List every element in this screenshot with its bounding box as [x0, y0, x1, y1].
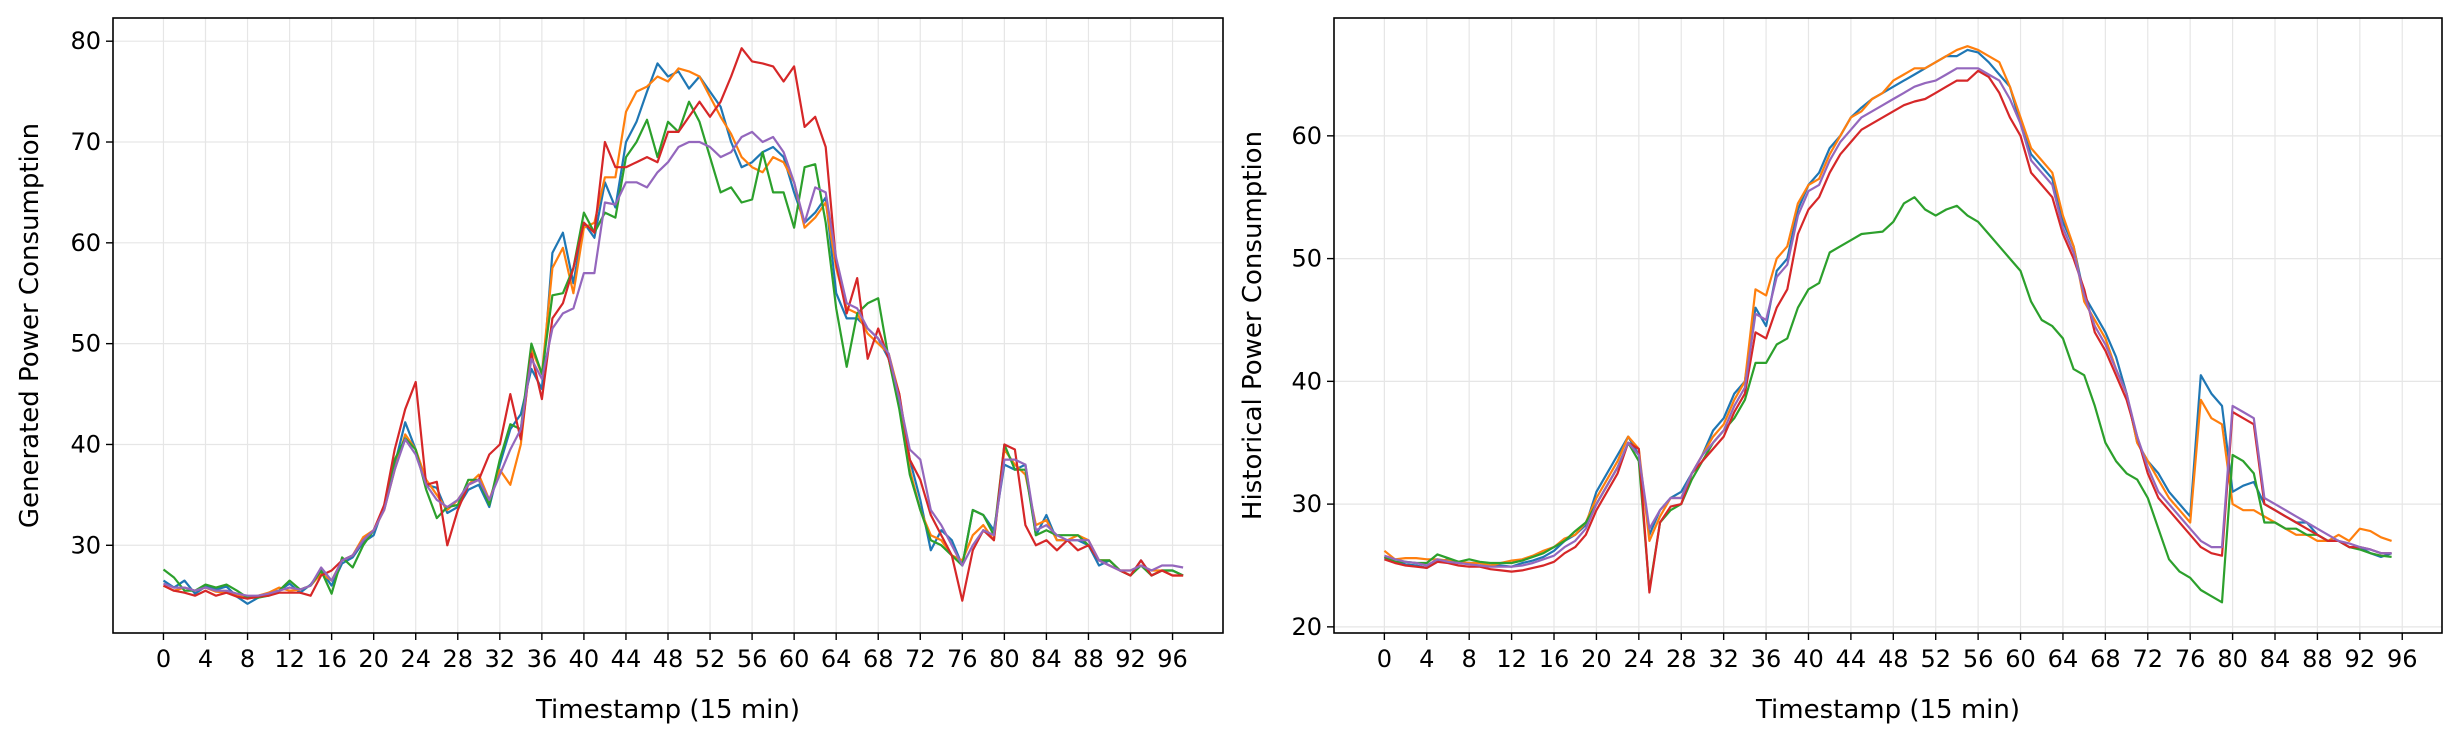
- right-x-tick-label: 88: [2302, 645, 2333, 673]
- left-y-tick-label: 30: [70, 531, 101, 559]
- left-x-tick-label: 80: [989, 645, 1020, 673]
- left-x-tick-label: 60: [779, 645, 810, 673]
- right-x-tick-label: 36: [1751, 645, 1782, 673]
- left-series-group: [162, 47, 1184, 605]
- right-x-tick-label: 76: [2175, 645, 2206, 673]
- right-x-tick-label: 68: [2090, 645, 2121, 673]
- left-x-tick-label: 0: [156, 645, 171, 673]
- right-x-tick-label: 84: [2260, 645, 2291, 673]
- right-x-ticks: 0 4 8 12 16 20 24 28 32 36 40 44 48 52 56 60 64 68 72 76 80 8…: [1377, 633, 2418, 673]
- left-y-tick-label: 80: [70, 27, 101, 55]
- left-series-line-5: [163, 130, 1184, 597]
- right-x-tick-label: 48: [1878, 645, 1909, 673]
- right-y-tick-label: 50: [1291, 245, 1322, 273]
- left-x-tick-label: 20: [358, 645, 389, 673]
- left-y-tick-label: 50: [70, 330, 101, 358]
- right-y-tick-label: 60: [1291, 122, 1322, 150]
- left-x-tick-label: 72: [905, 645, 936, 673]
- right-x-tick-label: 12: [1496, 645, 1527, 673]
- left-x-ticks: 0 4 8 12 16 20 24 28 32 36 40 44 48 52 56 60 64 68 72 76 80 8…: [156, 633, 1188, 673]
- right-x-tick-label: 20: [1581, 645, 1612, 673]
- right-series-group: [1383, 45, 2392, 604]
- right-x-tick-label: 16: [1539, 645, 1570, 673]
- right-y-ticks: 20 30 40 50 60: [1291, 122, 1334, 641]
- left-x-tick-label: 12: [274, 645, 305, 673]
- left-x-tick-label: 92: [1115, 645, 1146, 673]
- right-plot-area: [1334, 18, 2442, 633]
- right-x-tick-label: 96: [2387, 645, 2418, 673]
- left-x-tick-label: 68: [863, 645, 894, 673]
- right-x-tick-label: 80: [2217, 645, 2248, 673]
- left-x-tick-label: 56: [737, 645, 768, 673]
- left-x-tick-label: 76: [947, 645, 978, 673]
- right-x-tick-label: 8: [1462, 645, 1477, 673]
- right-x-tick-label: 92: [2345, 645, 2376, 673]
- right-x-tick-label: 32: [1708, 645, 1739, 673]
- right-x-axis-label: Timestamp (15 min): [1755, 695, 2020, 725]
- right-x-tick-label: 44: [1836, 645, 1867, 673]
- right-x-tick-label: 40: [1793, 645, 1824, 673]
- left-x-tick-label: 24: [400, 645, 431, 673]
- left-x-tick-label: 52: [695, 645, 726, 673]
- left-x-axis-label: Timestamp (15 min): [535, 695, 800, 725]
- right-series-line-5: [1384, 67, 2392, 568]
- left-y-tick-label: 60: [70, 229, 101, 257]
- right-x-tick-label: 4: [1419, 645, 1434, 673]
- right-x-tick-label: 0: [1377, 645, 1392, 673]
- left-y-tick-label: 70: [70, 128, 101, 156]
- right-series-line-3: [1383, 196, 2392, 604]
- right-y-tick-label: 30: [1291, 490, 1322, 518]
- left-x-tick-label: 28: [442, 645, 473, 673]
- left-series-line-4: [163, 47, 1184, 602]
- left-x-tick-label: 88: [1073, 645, 1104, 673]
- left-series-line-3: [162, 100, 1184, 599]
- left-y-ticks: 30 40 50 60 70 80: [70, 27, 113, 559]
- left-x-tick-label: 48: [653, 645, 684, 673]
- right-x-tick-label: 56: [1963, 645, 1994, 673]
- left-y-tick-label: 40: [70, 430, 101, 458]
- left-x-tick-label: 84: [1031, 645, 1062, 673]
- right-grid: [1334, 18, 2442, 633]
- right-y-tick-label: 20: [1291, 613, 1322, 641]
- left-x-tick-label: 36: [527, 645, 558, 673]
- right-x-tick-label: 52: [1920, 645, 1951, 673]
- left-x-tick-label: 32: [485, 645, 516, 673]
- left-chart-panel: 0 4 8 12 16 20 24 28 32 36 40 44 48 52 56 60 64 68 72 76 80 8…: [15, 17, 1224, 725]
- right-x-tick-label: 60: [2005, 645, 2036, 673]
- left-x-tick-label: 16: [316, 645, 347, 673]
- left-x-tick-label: 44: [611, 645, 642, 673]
- right-y-tick-label: 40: [1291, 367, 1322, 395]
- right-plot-frame: [1333, 17, 2443, 634]
- left-x-tick-label: 64: [821, 645, 852, 673]
- left-x-tick-label: 4: [198, 645, 213, 673]
- right-y-axis-label: Historical Power Consumption: [1238, 131, 1268, 520]
- left-x-tick-label: 8: [240, 645, 255, 673]
- right-x-tick-label: 72: [2132, 645, 2163, 673]
- left-y-axis-label: Generated Power Consumption: [15, 123, 45, 528]
- right-x-tick-label: 64: [2048, 645, 2079, 673]
- left-x-tick-label: 40: [569, 645, 600, 673]
- right-series-line-1: [1384, 48, 2392, 570]
- right-x-tick-label: 28: [1666, 645, 1697, 673]
- left-x-tick-label: 96: [1157, 645, 1188, 673]
- right-chart-panel: 0 4 8 12 16 20 24 28 32 36 40 44 48 52 56 60 64 68 72 76 80 8…: [1238, 17, 2443, 725]
- right-x-tick-label: 24: [1624, 645, 1655, 673]
